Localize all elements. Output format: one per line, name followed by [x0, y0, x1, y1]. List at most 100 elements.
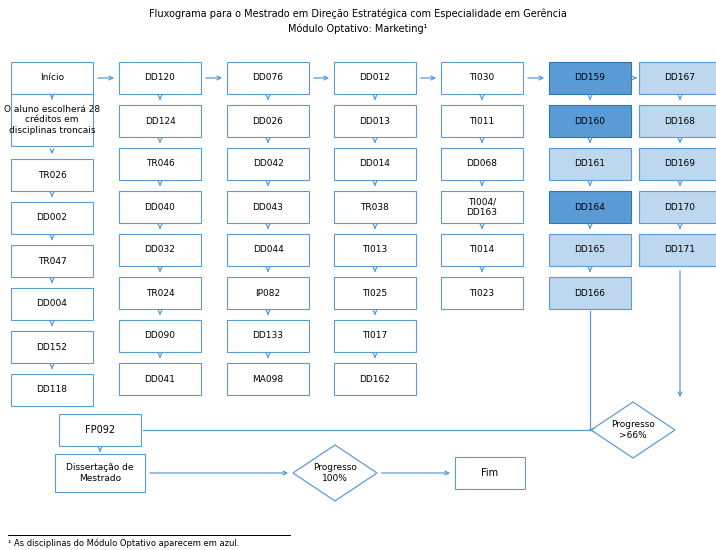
Bar — [334, 148, 416, 180]
Text: DD166: DD166 — [574, 289, 606, 298]
Bar — [11, 374, 93, 406]
Bar — [639, 148, 716, 180]
Text: DD026: DD026 — [253, 117, 284, 125]
Bar — [334, 62, 416, 94]
Text: DD042: DD042 — [253, 160, 284, 168]
Bar — [11, 288, 93, 320]
Bar — [441, 277, 523, 309]
Bar — [639, 234, 716, 266]
Bar — [11, 331, 93, 363]
Text: Módulo Optativo: Marketing¹: Módulo Optativo: Marketing¹ — [289, 24, 427, 34]
Bar — [227, 62, 309, 94]
Bar — [227, 191, 309, 223]
Text: TI004/
DD163: TI004/ DD163 — [467, 197, 498, 217]
Text: TR038: TR038 — [361, 202, 390, 212]
Text: DD032: DD032 — [145, 245, 175, 255]
Text: TR046: TR046 — [145, 160, 175, 168]
Bar — [119, 191, 201, 223]
Bar — [549, 277, 631, 309]
Bar — [334, 320, 416, 352]
Text: DD120: DD120 — [145, 74, 175, 82]
Text: Fluxograma para o Mestrado em Direção Estratégica com Especialidade em Gerência: Fluxograma para o Mestrado em Direção Es… — [149, 9, 567, 19]
Text: DD159: DD159 — [574, 74, 606, 82]
Bar — [334, 105, 416, 137]
Bar — [639, 105, 716, 137]
Text: Progresso
100%: Progresso 100% — [313, 463, 357, 483]
Bar — [334, 191, 416, 223]
Bar — [11, 245, 93, 277]
Text: DD118: DD118 — [37, 386, 67, 394]
Bar — [11, 202, 93, 234]
Bar — [119, 234, 201, 266]
Bar — [119, 277, 201, 309]
Bar — [334, 277, 416, 309]
Text: TI014: TI014 — [470, 245, 495, 255]
Text: DD160: DD160 — [574, 117, 606, 125]
Text: DD162: DD162 — [359, 375, 390, 383]
Bar — [119, 148, 201, 180]
Text: DD040: DD040 — [145, 202, 175, 212]
Text: Progresso
>66%: Progresso >66% — [611, 420, 655, 439]
Text: DD161: DD161 — [574, 160, 606, 168]
Text: TI025: TI025 — [362, 289, 387, 298]
Bar — [549, 62, 631, 94]
Bar — [11, 95, 93, 146]
Bar — [441, 148, 523, 180]
Text: DD168: DD168 — [664, 117, 695, 125]
Polygon shape — [591, 402, 675, 458]
Text: DD167: DD167 — [664, 74, 695, 82]
Text: DD090: DD090 — [145, 332, 175, 340]
Bar — [334, 234, 416, 266]
Text: DD165: DD165 — [574, 245, 606, 255]
Bar — [11, 159, 93, 191]
Bar — [227, 105, 309, 137]
Bar — [441, 105, 523, 137]
Bar — [119, 363, 201, 395]
Bar — [227, 234, 309, 266]
Text: DD152: DD152 — [37, 343, 67, 351]
Text: DD004: DD004 — [37, 300, 67, 309]
Bar — [227, 320, 309, 352]
Text: Dissertação de
Mestrado: Dissertação de Mestrado — [67, 463, 134, 483]
Bar — [441, 62, 523, 94]
Text: DD044: DD044 — [253, 245, 284, 255]
Text: DD170: DD170 — [664, 202, 695, 212]
Text: TR024: TR024 — [145, 289, 174, 298]
Text: DD171: DD171 — [664, 245, 695, 255]
Text: DD133: DD133 — [253, 332, 284, 340]
Bar — [639, 191, 716, 223]
Text: FP092: FP092 — [85, 425, 115, 435]
Bar — [11, 62, 93, 94]
Text: IP082: IP082 — [256, 289, 281, 298]
Bar — [119, 62, 201, 94]
Bar — [227, 363, 309, 395]
Text: DD124: DD124 — [145, 117, 175, 125]
Text: Início: Início — [40, 74, 64, 82]
Text: TI013: TI013 — [362, 245, 387, 255]
Text: Fim: Fim — [481, 468, 498, 478]
Text: DD012: DD012 — [359, 74, 390, 82]
Bar — [455, 457, 525, 489]
Bar — [441, 234, 523, 266]
Bar — [227, 148, 309, 180]
Text: DD169: DD169 — [664, 160, 695, 168]
Text: DD043: DD043 — [253, 202, 284, 212]
Text: DD014: DD014 — [359, 160, 390, 168]
Bar — [549, 234, 631, 266]
Bar — [639, 62, 716, 94]
Text: O aluno escolherá 28
créditos em
disciplinas troncais: O aluno escolherá 28 créditos em discipl… — [4, 105, 100, 135]
Text: TI017: TI017 — [362, 332, 387, 340]
Text: MA098: MA098 — [253, 375, 284, 383]
Text: TI023: TI023 — [470, 289, 495, 298]
Bar — [334, 363, 416, 395]
Text: ¹ As disciplinas do Módulo Optativo aparecem em azul.: ¹ As disciplinas do Módulo Optativo apar… — [8, 538, 239, 548]
Bar — [549, 105, 631, 137]
Text: TI030: TI030 — [470, 74, 495, 82]
Text: TR026: TR026 — [38, 170, 67, 179]
Text: DD002: DD002 — [37, 213, 67, 223]
Bar — [119, 105, 201, 137]
Text: TI011: TI011 — [470, 117, 495, 125]
Text: DD013: DD013 — [359, 117, 390, 125]
Bar — [441, 191, 523, 223]
Text: TR047: TR047 — [38, 256, 67, 266]
